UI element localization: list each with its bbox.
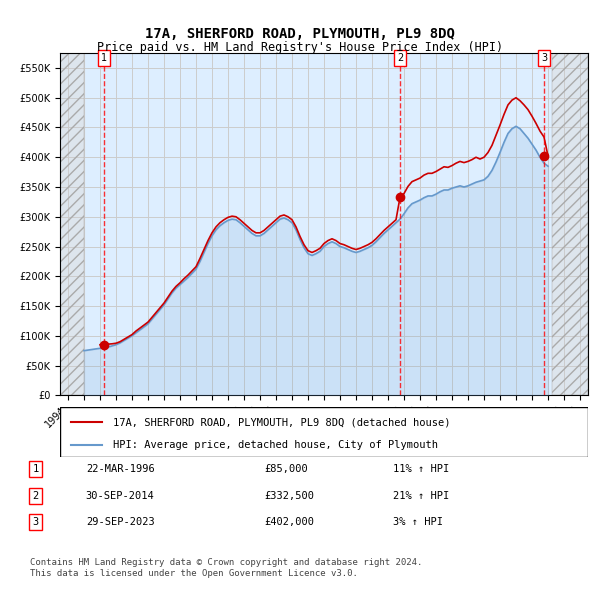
Text: 17A, SHERFORD ROAD, PLYMOUTH, PL9 8DQ (detached house): 17A, SHERFORD ROAD, PLYMOUTH, PL9 8DQ (d… [113, 417, 450, 427]
Text: HPI: Average price, detached house, City of Plymouth: HPI: Average price, detached house, City… [113, 440, 438, 450]
Text: Price paid vs. HM Land Registry's House Price Index (HPI): Price paid vs. HM Land Registry's House … [97, 41, 503, 54]
Text: 1: 1 [32, 464, 39, 474]
Text: 22-MAR-1996: 22-MAR-1996 [86, 464, 155, 474]
Text: £402,000: £402,000 [265, 517, 314, 527]
Text: 3: 3 [541, 53, 547, 63]
Text: 3: 3 [32, 517, 39, 527]
Text: 2: 2 [397, 53, 403, 63]
Text: 3% ↑ HPI: 3% ↑ HPI [392, 517, 443, 527]
Bar [60, 53, 84, 395]
Text: 11% ↑ HPI: 11% ↑ HPI [392, 464, 449, 474]
Text: 21% ↑ HPI: 21% ↑ HPI [392, 491, 449, 501]
Text: This data is licensed under the Open Government Licence v3.0.: This data is licensed under the Open Gov… [30, 569, 358, 578]
Text: 2: 2 [32, 491, 39, 501]
Bar [60, 53, 84, 395]
Text: 17A, SHERFORD ROAD, PLYMOUTH, PL9 8DQ: 17A, SHERFORD ROAD, PLYMOUTH, PL9 8DQ [145, 27, 455, 41]
Text: 1: 1 [101, 53, 107, 63]
Text: 29-SEP-2023: 29-SEP-2023 [86, 517, 155, 527]
Bar [552, 53, 588, 395]
Bar [552, 53, 588, 395]
Text: 30-SEP-2014: 30-SEP-2014 [86, 491, 155, 501]
Text: Contains HM Land Registry data © Crown copyright and database right 2024.: Contains HM Land Registry data © Crown c… [30, 558, 422, 566]
FancyBboxPatch shape [60, 407, 588, 457]
Text: £85,000: £85,000 [265, 464, 308, 474]
Text: £332,500: £332,500 [265, 491, 314, 501]
